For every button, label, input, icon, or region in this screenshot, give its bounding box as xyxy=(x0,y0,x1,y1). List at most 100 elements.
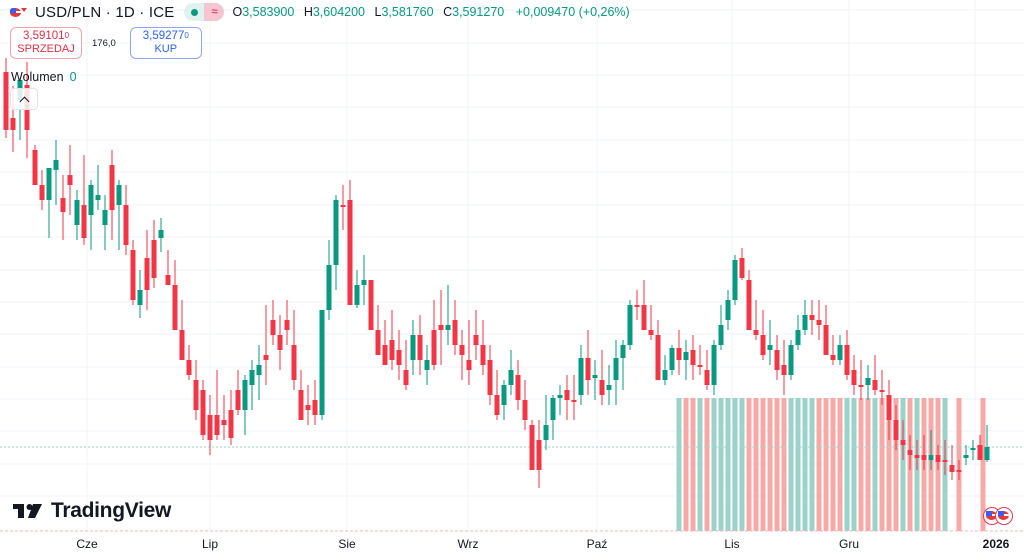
candle xyxy=(718,305,724,350)
candle xyxy=(39,170,45,210)
candle xyxy=(816,300,822,340)
volume-bar xyxy=(809,398,815,531)
candle xyxy=(431,300,437,370)
candle xyxy=(739,248,745,280)
candle xyxy=(571,375,577,420)
candle xyxy=(767,320,773,365)
volume-bar xyxy=(872,398,878,531)
candle xyxy=(312,380,318,425)
candle xyxy=(291,310,297,390)
candle xyxy=(130,240,136,305)
volume-bar xyxy=(732,398,738,531)
candle xyxy=(949,445,955,480)
us-flag-icon xyxy=(10,6,27,18)
time-axis[interactable]: Cze Lip Sie Wrz Paź Lis Gru 2026 xyxy=(0,531,1024,560)
candle xyxy=(186,345,192,380)
economic-events[interactable] xyxy=(983,507,1013,525)
candle xyxy=(543,395,549,450)
candle xyxy=(732,255,738,305)
collapse-legend-button[interactable] xyxy=(10,88,38,110)
delayed-data-icon: ≈ xyxy=(204,3,225,21)
candle xyxy=(403,340,409,390)
candle xyxy=(942,440,948,475)
candle xyxy=(179,300,185,360)
candle xyxy=(858,360,864,400)
candle xyxy=(298,370,304,420)
spread-value: 176,0 xyxy=(92,37,116,49)
candle xyxy=(102,195,108,250)
candle xyxy=(970,440,976,460)
candle xyxy=(865,365,871,400)
candle xyxy=(60,175,66,240)
candle xyxy=(536,420,542,488)
volume-label: Wolumen xyxy=(11,70,64,84)
candle xyxy=(690,335,696,380)
candle xyxy=(361,255,367,305)
candle xyxy=(3,58,9,138)
volume-bar xyxy=(683,398,689,531)
volume-bar xyxy=(893,398,899,531)
volume-bar xyxy=(802,398,808,531)
time-axis-label: Wrz xyxy=(457,537,479,551)
candle xyxy=(620,340,626,390)
candle xyxy=(95,165,101,210)
volume-legend[interactable]: Wolumen 0 xyxy=(11,70,77,84)
volume-bar xyxy=(851,398,857,531)
candle xyxy=(704,350,710,390)
candle xyxy=(676,330,682,375)
volume-bar xyxy=(760,398,766,531)
candle xyxy=(725,290,731,330)
change-value: +0,009470 (+0,26%) xyxy=(515,5,630,19)
candle xyxy=(550,395,556,440)
close-label: C xyxy=(443,5,453,19)
us-event-icon[interactable] xyxy=(995,507,1013,525)
open-value: 3,583900 xyxy=(242,5,295,19)
sell-button[interactable]: 3,591010 SPRZEDAJ xyxy=(10,27,82,59)
market-open-dot-icon xyxy=(184,3,205,21)
candle xyxy=(263,305,269,385)
candle xyxy=(67,145,73,215)
volume-bar xyxy=(816,398,822,531)
candle xyxy=(984,425,990,462)
candle xyxy=(683,340,689,380)
candle xyxy=(564,375,570,420)
candle xyxy=(305,385,311,425)
volume-bar xyxy=(980,398,986,531)
candle xyxy=(277,315,283,370)
candle xyxy=(837,335,843,365)
time-axis-label: 2026 xyxy=(982,537,1010,551)
candle xyxy=(74,190,80,240)
candle xyxy=(599,350,605,405)
volume-bar xyxy=(767,398,773,531)
symbol-title[interactable]: USD/PLN · 1D · ICE xyxy=(35,3,175,21)
market-status-pill[interactable]: ≈ xyxy=(184,3,225,21)
candle xyxy=(641,280,647,330)
candle xyxy=(354,270,360,308)
candle xyxy=(522,380,528,430)
candle xyxy=(956,460,962,480)
candle xyxy=(886,380,892,440)
candle xyxy=(375,305,381,355)
time-axis-label: Paź xyxy=(586,537,608,551)
tradingview-logo[interactable]: TradingView xyxy=(13,499,171,523)
candle xyxy=(648,305,654,340)
candle xyxy=(459,330,465,380)
volume-bar xyxy=(837,398,843,531)
volume-bar xyxy=(690,398,696,531)
volume-bar xyxy=(823,398,829,531)
candle xyxy=(613,340,619,405)
candle xyxy=(501,380,507,420)
candle xyxy=(634,290,640,320)
high-value: 3,604200 xyxy=(312,5,365,19)
buy-button[interactable]: 3,592770 KUP xyxy=(129,27,202,59)
chart-legend-header: USD/PLN · 1D · ICE ≈ O3,583900 H3,604200… xyxy=(10,2,630,22)
candle xyxy=(137,270,143,318)
volume-bar xyxy=(718,398,724,531)
volume-bar xyxy=(753,398,759,531)
candle xyxy=(368,280,374,330)
candle xyxy=(466,320,472,385)
volume-bar xyxy=(858,398,864,531)
candle xyxy=(326,240,332,320)
volume-bar xyxy=(886,398,892,531)
